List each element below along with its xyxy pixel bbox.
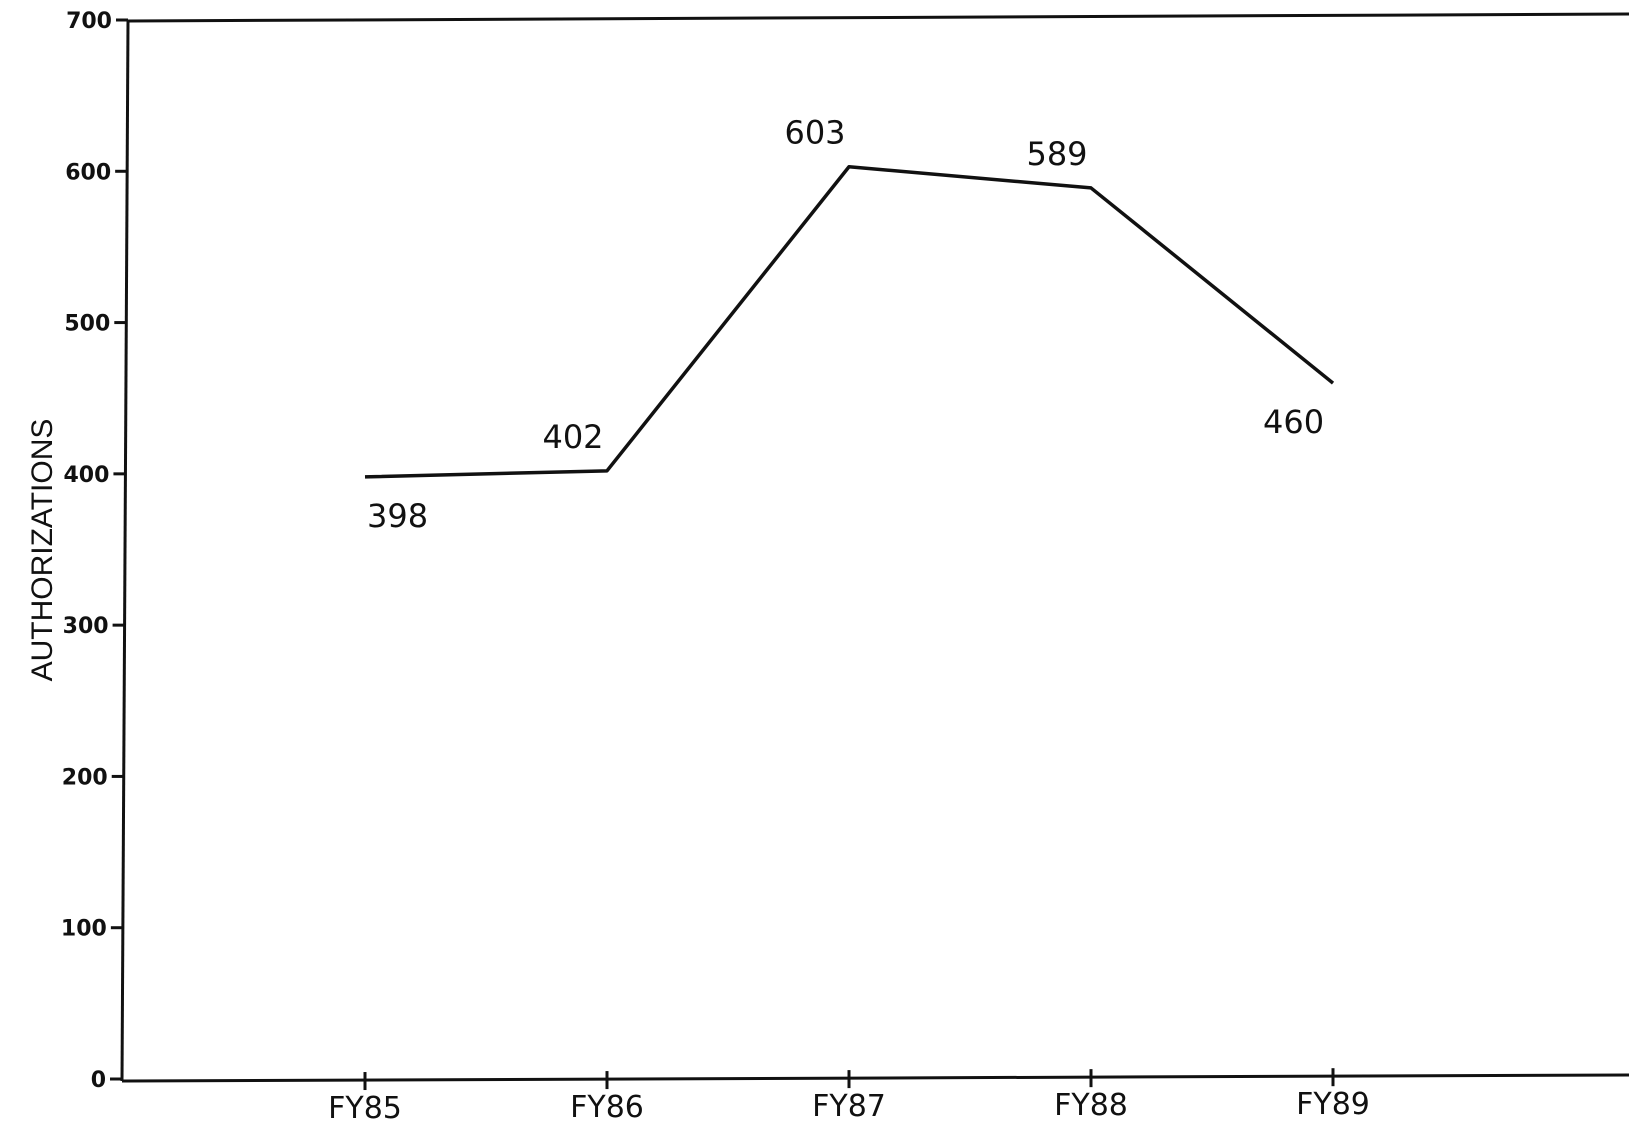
y-axis-ticks: 0 100 200 300 400 500 600 700 — [61, 9, 129, 1093]
data-label-FY87: 603 — [784, 114, 845, 152]
y-tick-label-500: 500 — [64, 312, 110, 337]
data-labels: 398 402 603 589 460 — [367, 114, 1324, 535]
y-axis-title: AUTHORIZATIONS — [26, 419, 59, 682]
chart-frame-top — [127, 12, 1629, 23]
y-tick-label-700: 700 — [66, 9, 112, 34]
y-tick-label-600: 600 — [65, 160, 111, 185]
x-axis-line — [121, 1073, 1629, 1083]
data-label-FY86: 402 — [542, 418, 603, 456]
data-label-FY88: 589 — [1026, 135, 1087, 173]
y-tick-label-300: 300 — [63, 614, 109, 639]
x-tick-label-FY87: FY87 — [812, 1089, 886, 1124]
x-axis-ticks: FY85 FY86 FY87 FY88 FY89 — [328, 1068, 1370, 1126]
y-tick-label-100: 100 — [61, 917, 107, 942]
data-label-FY85: 398 — [367, 497, 428, 535]
x-tick-label-FY88: FY88 — [1054, 1088, 1128, 1123]
y-axis-line — [120, 20, 130, 1082]
x-tick-label-FY89: FY89 — [1296, 1087, 1370, 1122]
series-line — [364, 164, 1335, 479]
data-label-FY89: 460 — [1263, 403, 1324, 441]
x-tick-label-FY85: FY85 — [328, 1091, 402, 1126]
x-tick-label-FY86: FY86 — [570, 1090, 644, 1125]
y-tick-label-0: 0 — [91, 1068, 106, 1093]
y-tick-label-400: 400 — [63, 463, 109, 488]
y-tick-label-200: 200 — [62, 765, 108, 790]
